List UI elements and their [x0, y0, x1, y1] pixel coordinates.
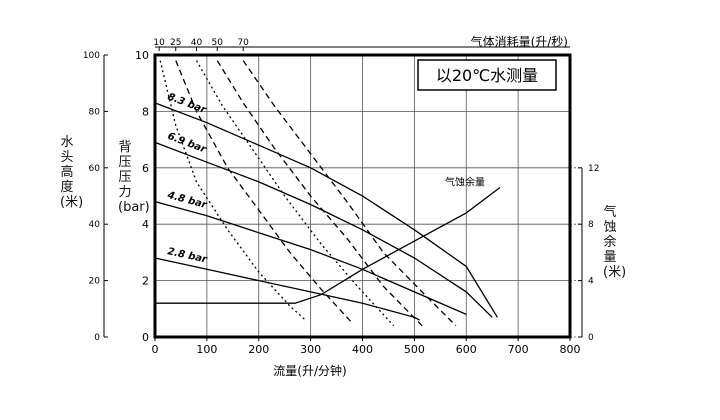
air-tick-label: 50 [212, 38, 224, 48]
x-tick-label: 300 [300, 343, 321, 356]
air-tick-label: 40 [191, 38, 203, 48]
x-tick-label: 700 [508, 343, 529, 356]
y-right-axis-label: 气蚀余量(米) [603, 205, 627, 280]
air-tick-label: 10 [153, 38, 165, 48]
series-line-70 [242, 60, 457, 327]
y-tick-label: 0 [142, 331, 149, 344]
x-tick-label: 800 [560, 343, 581, 356]
x-axis-label: 流量(升/分钟) [273, 363, 346, 378]
series-line-8-3-bar [154, 102, 498, 318]
x-tick-label: 400 [352, 343, 373, 356]
air-tick-label: 25 [170, 38, 181, 48]
x-tick-label: 600 [456, 343, 477, 356]
y-tick-label: 8 [142, 105, 149, 118]
y-tick-label: 6 [142, 162, 149, 175]
series-line-25 [175, 60, 353, 324]
y-left-tick-label: 100 [83, 51, 100, 61]
y-left-axis-label: 水头高度(米) [60, 135, 84, 210]
axes: 0 100 200 300 400 500 600 700 800024681002040608… [83, 38, 600, 356]
y-right-tick-label: 4 [588, 277, 594, 287]
air-axis-label: 气体消耗量(升/秒) [471, 34, 568, 49]
y-left-tick-label: 0 [94, 333, 100, 343]
y-tick-label: 2 [142, 275, 149, 288]
x-tick-label: 500 [404, 343, 425, 356]
condition-box: 以20℃水测量 [417, 59, 557, 91]
y-right-tick-label: 12 [588, 164, 599, 174]
y-left-tick-label: 20 [89, 277, 101, 287]
x-tick-label: 100 [196, 343, 217, 356]
y-left-tick-label: 40 [89, 220, 101, 230]
y-right-tick-label: 8 [588, 220, 594, 230]
x-tick-label: 200 [248, 343, 269, 356]
series-line-10 [159, 60, 306, 321]
x-tick-label: 0 [152, 343, 159, 356]
y-axis-label: 背压压力(bar) [118, 140, 150, 215]
y-left-tick-label: 60 [89, 164, 101, 174]
air-tick-label: 70 [237, 38, 249, 48]
series-line-50 [216, 60, 426, 329]
y-left-tick-label: 80 [89, 107, 101, 117]
condition-text: 以20℃水测量 [436, 66, 538, 85]
y-tick-label: 4 [142, 218, 149, 231]
curve-label: 气蚀余量 [445, 176, 485, 189]
series-line-4-8-bar [154, 200, 467, 315]
series-line-- [155, 186, 501, 304]
y-tick-label: 10 [135, 49, 149, 62]
series-line-40 [195, 60, 395, 327]
series-line-6-9-bar [154, 141, 493, 318]
y-right-tick-label: 0 [588, 333, 594, 343]
curves [154, 60, 501, 329]
